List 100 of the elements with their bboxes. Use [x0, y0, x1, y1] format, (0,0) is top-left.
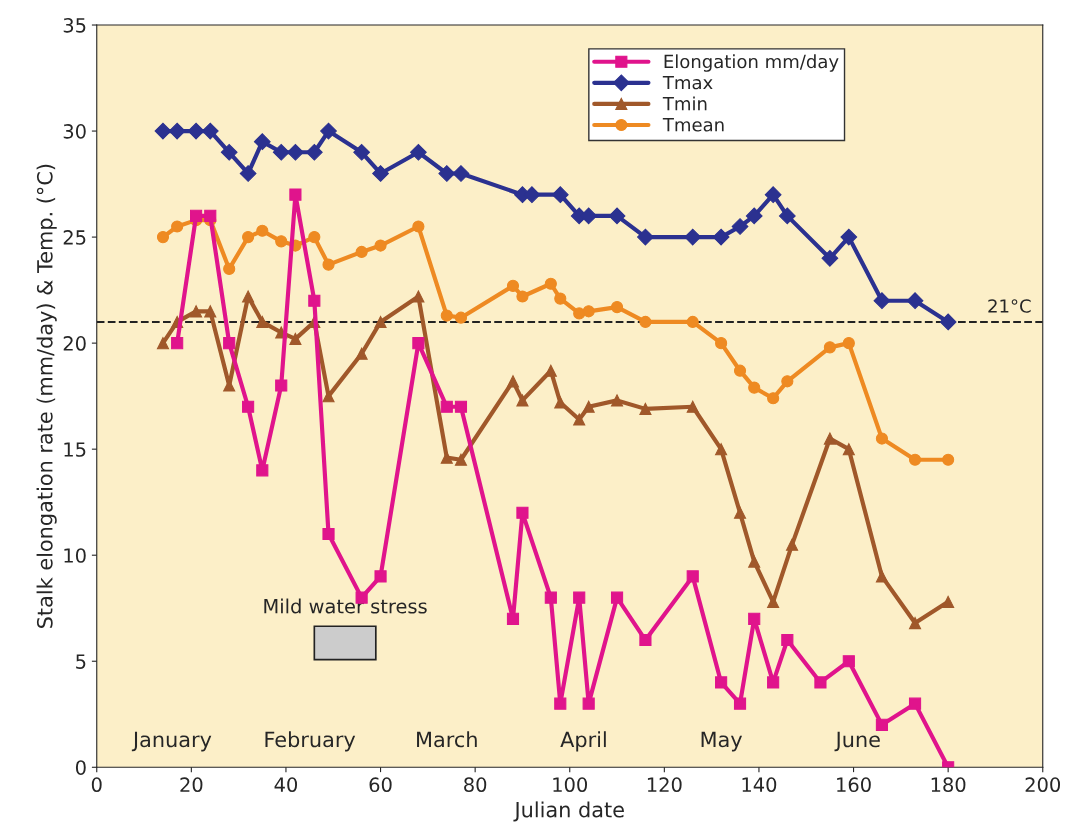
point	[544, 277, 557, 290]
point	[875, 432, 889, 445]
point	[272, 143, 290, 161]
point	[256, 224, 269, 237]
x-axis-title: Julian date	[513, 801, 624, 822]
point	[156, 231, 170, 244]
point	[374, 315, 387, 328]
point	[686, 400, 699, 413]
x-tick-label: 160	[837, 777, 871, 793]
point	[190, 209, 203, 222]
x-tick-label: 200	[1025, 777, 1061, 793]
point	[764, 186, 782, 204]
point	[454, 311, 468, 324]
point	[942, 453, 955, 466]
point	[939, 313, 957, 331]
band-label: Mild water stress	[264, 598, 427, 614]
point	[412, 290, 425, 303]
annotation: February	[265, 731, 356, 752]
point	[355, 347, 368, 360]
point	[840, 228, 858, 246]
point	[733, 364, 747, 377]
x-tick-label: 140	[742, 777, 777, 793]
y-tick-label: 15	[64, 442, 86, 457]
point	[715, 443, 728, 456]
point	[745, 207, 763, 225]
point	[582, 305, 595, 318]
point	[516, 506, 529, 519]
point	[204, 209, 217, 222]
x-tick-label: 0	[91, 777, 102, 793]
point	[823, 341, 836, 354]
point	[748, 381, 761, 394]
point	[438, 165, 456, 182]
point	[440, 400, 453, 413]
point	[322, 258, 335, 271]
point	[308, 231, 321, 244]
point	[733, 697, 747, 710]
point	[748, 612, 761, 625]
point	[168, 122, 186, 140]
point	[308, 294, 321, 307]
point	[156, 337, 170, 350]
point	[355, 245, 368, 259]
point	[374, 570, 387, 583]
point	[767, 676, 780, 689]
point	[582, 400, 595, 413]
point	[781, 375, 794, 388]
point	[842, 337, 855, 350]
point	[814, 676, 827, 689]
point	[639, 402, 652, 415]
point	[582, 697, 595, 710]
point	[715, 337, 728, 350]
point	[516, 290, 529, 303]
point	[452, 165, 470, 182]
point	[875, 570, 889, 583]
point	[287, 143, 304, 161]
point	[320, 122, 337, 140]
point	[506, 375, 520, 388]
y-tick-label: 0	[75, 760, 86, 775]
x-tick-label: 40	[274, 777, 298, 793]
x-tick-label: 120	[647, 777, 682, 793]
point	[908, 453, 922, 466]
point	[190, 305, 203, 318]
point	[154, 122, 172, 140]
point	[686, 570, 699, 583]
point	[454, 453, 468, 466]
point	[908, 616, 922, 630]
point	[516, 394, 529, 407]
point	[440, 309, 453, 322]
annotation: June	[834, 731, 880, 752]
point	[506, 279, 520, 292]
x-tick-label: 180	[931, 777, 966, 793]
point	[374, 239, 387, 252]
annotation: January	[131, 731, 212, 752]
point	[289, 332, 302, 345]
point	[204, 305, 217, 318]
point	[608, 207, 626, 225]
point	[823, 432, 836, 445]
point	[767, 392, 780, 405]
point	[171, 220, 184, 233]
point	[275, 379, 288, 392]
point	[187, 122, 205, 140]
point	[842, 443, 855, 456]
point	[781, 633, 794, 647]
annotation: April	[560, 731, 606, 752]
point	[220, 143, 238, 161]
point	[639, 633, 652, 647]
annotation: March	[417, 731, 477, 748]
point	[731, 218, 749, 235]
point	[256, 315, 269, 328]
point	[778, 207, 796, 225]
point	[610, 591, 624, 604]
x-tick-label: 60	[369, 777, 392, 793]
y-tick-label: 25	[63, 230, 86, 245]
point	[875, 718, 889, 731]
y-axis-title: Stalk elongation rate (mm/day) & Temp. (°C)	[36, 164, 57, 628]
point	[322, 527, 335, 541]
point	[684, 228, 702, 246]
point	[242, 290, 255, 303]
point	[785, 538, 799, 551]
y-tick-label: 20	[63, 336, 86, 351]
point	[289, 188, 302, 201]
